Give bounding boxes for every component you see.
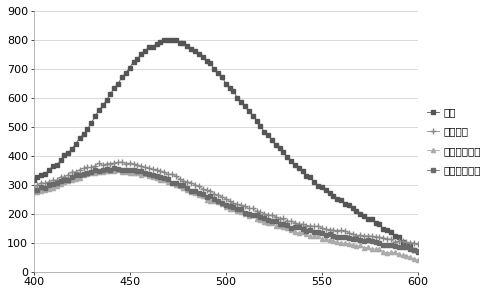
空白 [127, 66, 133, 69]
醒基脱氧尿苷 [265, 218, 271, 222]
醒基脱氧尿苷 [304, 229, 309, 232]
醒基脱氧尿苷 [111, 167, 117, 170]
醒基脱氧尿苷 [323, 233, 328, 236]
Line: 空白: 空白 [31, 37, 420, 255]
醒基脱氧胞苷 [323, 238, 328, 241]
脱氧胞苷 [415, 243, 421, 246]
醒基脱氧胞苷 [415, 258, 421, 262]
Legend: 空白, 脱氧胞苷, 醒基脱氧胞苷, 醒基脱氧尿苷: 空白, 脱氧胞苷, 醒基脱氧胞苷, 醒基脱氧尿苷 [427, 107, 481, 175]
空白 [415, 250, 421, 254]
醒基脱氧胞苷 [115, 168, 121, 172]
空白 [323, 189, 328, 192]
空白 [58, 159, 63, 162]
醒基脱氧胞苷 [304, 233, 309, 236]
醒基脱氧胞苷 [211, 200, 217, 203]
醒基脱氧胞苷 [58, 182, 63, 186]
醒基脱氧尿苷 [415, 250, 421, 253]
醒基脱氧胞苷 [31, 191, 37, 194]
脱氧胞苷 [119, 160, 125, 164]
醒基脱氧胞苷 [265, 221, 271, 225]
空白 [31, 178, 37, 182]
醒基脱氧尿苷 [131, 168, 137, 172]
脱氧胞苷 [131, 162, 137, 166]
Line: 醒基脱氧尿苷: 醒基脱氧尿苷 [32, 166, 420, 253]
空白 [304, 174, 309, 177]
脱氧胞苷 [323, 228, 328, 231]
脱氧胞苷 [31, 187, 37, 190]
空白 [211, 67, 217, 71]
脱氧胞苷 [58, 175, 63, 179]
醒基脱氧尿苷 [58, 179, 63, 183]
Line: 醒基脱氧胞苷: 醒基脱氧胞苷 [32, 168, 420, 262]
醒基脱氧尿苷 [211, 198, 217, 201]
Line: 脱氧胞苷: 脱氧胞苷 [30, 159, 421, 248]
脱氧胞苷 [304, 224, 309, 227]
脱氧胞苷 [265, 213, 271, 216]
空白 [162, 38, 167, 41]
脱氧胞苷 [211, 192, 217, 196]
空白 [265, 133, 271, 137]
醒基脱氧胞苷 [131, 171, 137, 175]
醒基脱氧尿苷 [31, 189, 37, 192]
